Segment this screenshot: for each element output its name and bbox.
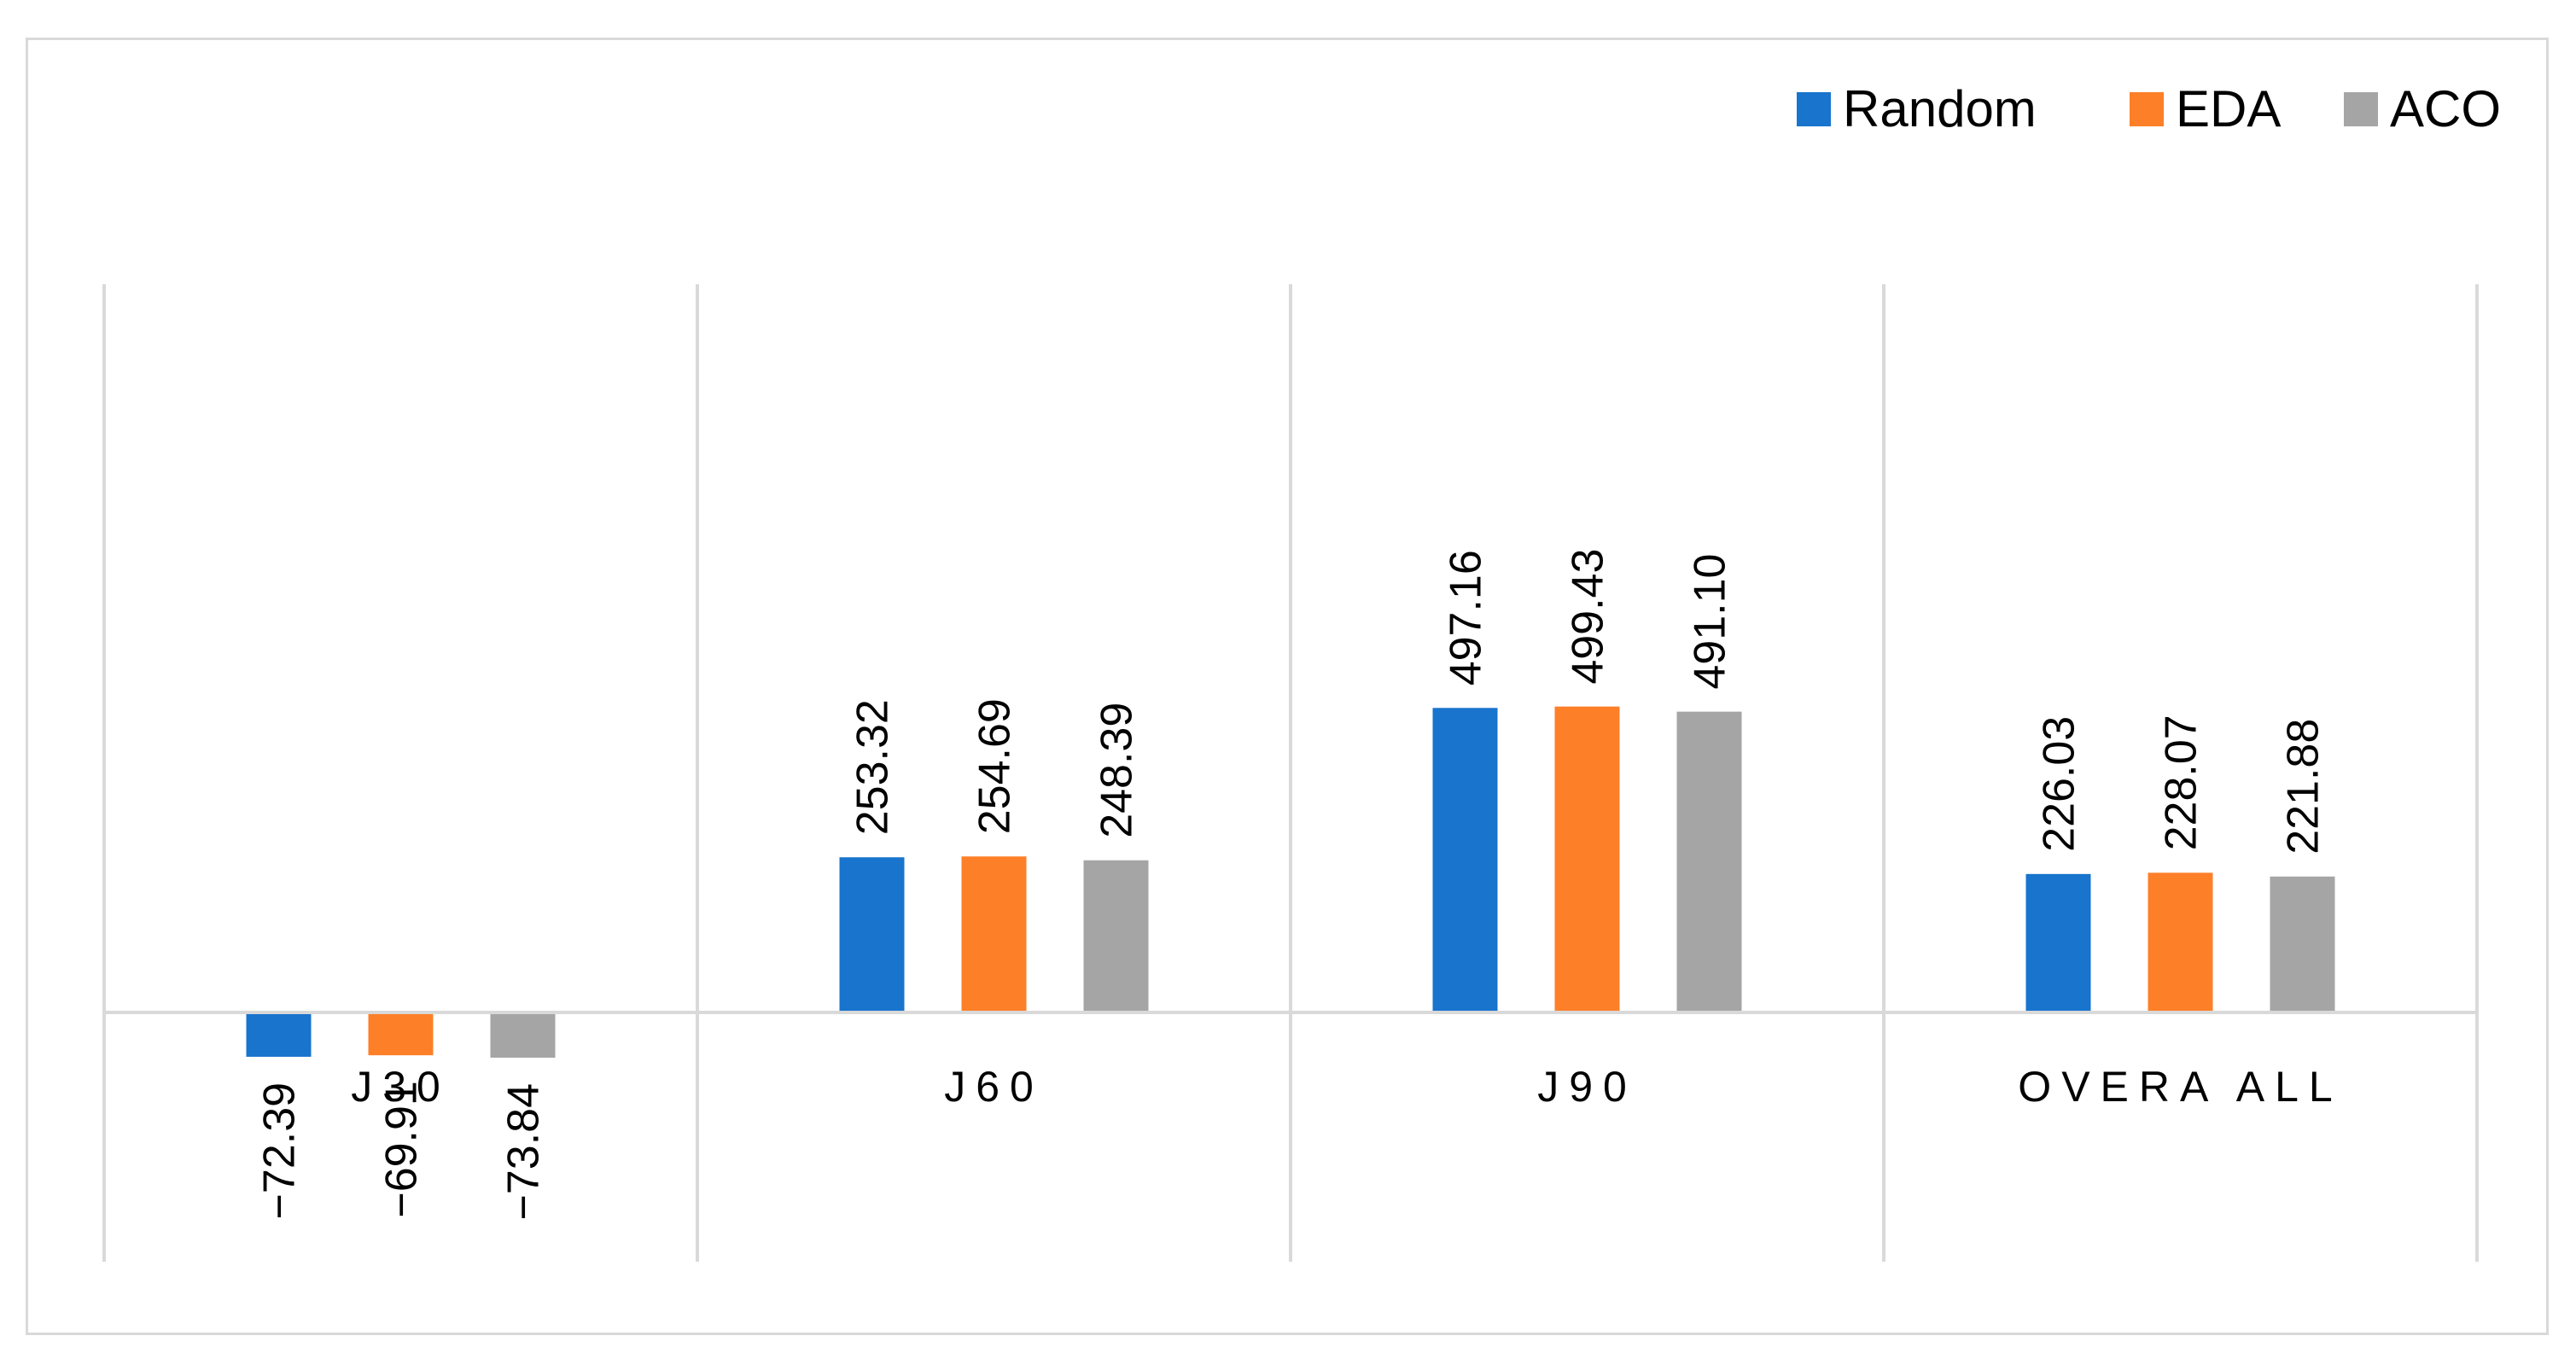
bar-eda-3 (2148, 872, 2213, 1012)
legend-swatch (1797, 92, 1831, 126)
category-label: OVERA ALL (2018, 1063, 2342, 1111)
legend-item-random: Random (1797, 80, 2037, 137)
data-label: 248.39 (1093, 703, 1142, 838)
bar-random-0 (246, 1012, 312, 1057)
bar-eda-2 (1554, 706, 1620, 1012)
category-labels: J30 J60 J90 OVERA ALL (351, 1063, 2342, 1111)
data-label: −69.91 (377, 1081, 427, 1218)
data-label: 497.16 (1442, 550, 1491, 685)
category-label: J30 (351, 1063, 451, 1111)
data-label: 253.32 (848, 699, 898, 835)
data-labels: −72.39 253.32 497.16 226.03 −69.91 254.69 499.… (255, 549, 2328, 1221)
bars (246, 706, 2335, 1058)
data-label: −73.84 (499, 1083, 549, 1221)
legend-label: EDA (2176, 80, 2281, 137)
bar-eda-1 (961, 856, 1027, 1012)
bar-aco-0 (490, 1012, 556, 1058)
legend-label: ACO (2390, 80, 2501, 137)
category-grid (102, 284, 2479, 1262)
legend-swatch (2130, 92, 2164, 126)
bar-random-3 (2025, 873, 2091, 1012)
data-label: 499.43 (1564, 549, 1613, 685)
data-label: 226.03 (2035, 716, 2084, 852)
bar-aco-3 (2270, 876, 2335, 1012)
chart-frame (26, 38, 2549, 1335)
bar-eda-0 (368, 1012, 434, 1056)
legend-label: Random (1843, 80, 2037, 137)
bar-random-1 (839, 857, 905, 1012)
bar-random-2 (1432, 708, 1498, 1012)
data-label: 491.10 (1686, 554, 1735, 690)
data-label: 228.07 (2157, 715, 2206, 850)
data-label: 221.88 (2279, 719, 2328, 855)
bar-aco-2 (1676, 711, 1742, 1012)
legend-swatch (2344, 92, 2378, 126)
bar-aco-1 (1083, 860, 1149, 1012)
category-label: J60 (944, 1063, 1044, 1111)
legend-item-eda: EDA (2130, 80, 2281, 137)
data-label: −72.39 (255, 1082, 305, 1220)
data-label: 254.69 (970, 698, 1020, 834)
legend: Random EDA ACO (1797, 80, 2501, 137)
legend-item-aco: ACO (2344, 80, 2501, 137)
category-label: J90 (1537, 1063, 1637, 1111)
